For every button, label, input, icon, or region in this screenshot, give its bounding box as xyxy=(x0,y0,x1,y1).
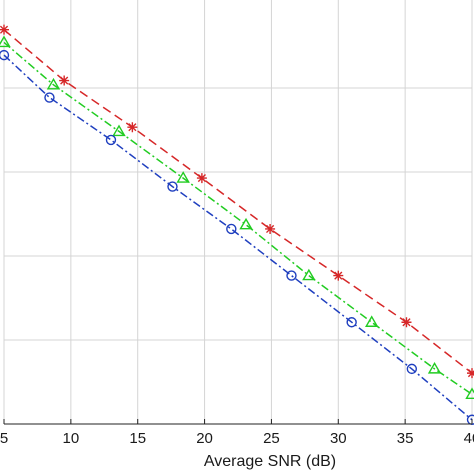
data-point xyxy=(467,368,474,379)
series-line xyxy=(3,29,473,374)
data-point xyxy=(0,35,11,48)
grid xyxy=(3,0,473,424)
data-point xyxy=(401,317,412,328)
data-point xyxy=(112,124,126,137)
data-point xyxy=(333,270,344,281)
data-point xyxy=(265,223,276,234)
x-tick-label: 40 xyxy=(464,430,474,447)
x-tick-label: 35 xyxy=(397,430,414,447)
data-point xyxy=(365,315,379,327)
data-point xyxy=(59,75,70,86)
series-group xyxy=(0,24,474,425)
data-point xyxy=(0,24,9,35)
data-point xyxy=(46,77,61,90)
series-line xyxy=(3,41,473,395)
data-point xyxy=(465,387,474,400)
x-tick-label: 30 xyxy=(330,430,347,447)
data-point xyxy=(427,361,442,374)
series-2 xyxy=(0,35,474,400)
data-point xyxy=(196,173,207,184)
data-point xyxy=(0,49,10,61)
data-point xyxy=(346,317,357,328)
data-point xyxy=(302,268,316,281)
x-tick-label: 25 xyxy=(263,430,280,447)
data-point xyxy=(105,134,117,146)
x-tick-label: 20 xyxy=(196,430,213,447)
data-point xyxy=(176,171,190,183)
data-point xyxy=(406,363,418,375)
data-point xyxy=(239,217,253,230)
x-tick-labels: 5 10 15 20 25 30 35 40 xyxy=(0,430,474,447)
series-line xyxy=(3,54,473,421)
x-axis-title: Average SNR (dB) xyxy=(204,453,336,470)
data-point xyxy=(127,122,138,133)
series-1 xyxy=(0,24,474,379)
data-point xyxy=(44,92,55,103)
plot-frame xyxy=(3,419,473,425)
x-tick-label: 10 xyxy=(63,430,80,447)
data-point xyxy=(226,223,237,235)
x-tick-label: 15 xyxy=(129,430,146,447)
data-point xyxy=(286,270,297,281)
x-tick-label: 5 xyxy=(0,430,8,447)
data-point xyxy=(167,181,178,192)
series-3 xyxy=(0,49,474,425)
